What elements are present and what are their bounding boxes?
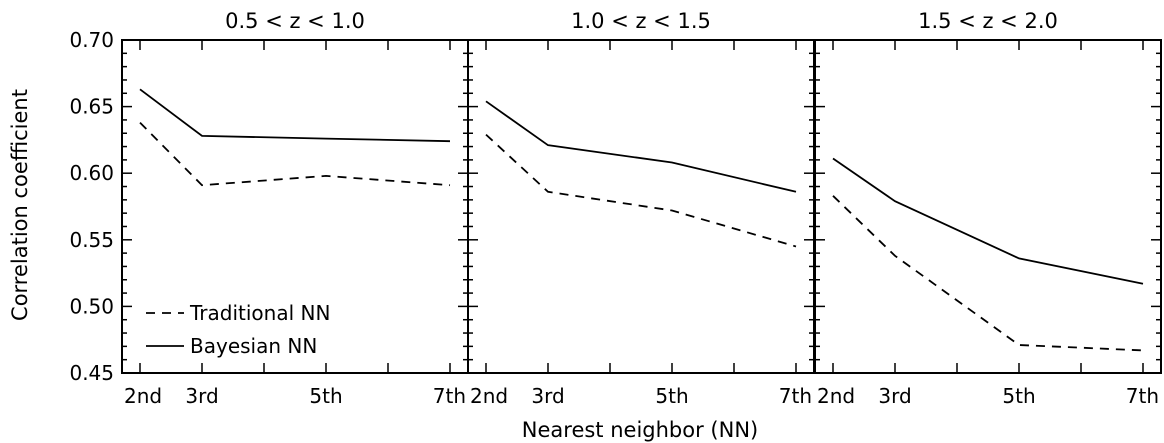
panel-3: 1.5 < z < 2.0 2nd 3rd 5th 7th [814, 9, 1162, 408]
series-line-traditional-nn [832, 195, 1144, 352]
x-tick-label: 3rd [878, 384, 911, 408]
panel-title: 1.0 < z < 1.5 [571, 9, 711, 33]
panel-2: 1.0 < z < 1.5 2nd 3rd 5th 7th [467, 9, 815, 408]
x-tick-label: 2nd [470, 384, 508, 408]
series-line-traditional-nn [485, 133, 797, 248]
series-line-bayesian-nn [832, 157, 1144, 285]
x-tick-label: 5th [1002, 384, 1035, 408]
x-tick-label: 5th [309, 384, 342, 408]
legend-label: Bayesian NN [190, 334, 317, 358]
x-tick-label: 3rd [185, 384, 218, 408]
panel-title: 1.5 < z < 2.0 [918, 9, 1058, 33]
legend: Traditional NN Bayesian NN [146, 301, 330, 358]
y-tick-label: 0.65 [69, 95, 114, 119]
panel-title: 0.5 < z < 1.0 [225, 9, 365, 33]
panel-frame [814, 39, 1162, 374]
y-tick-label: 0.55 [69, 228, 114, 252]
x-axis-label: Nearest neighbor (NN) [522, 418, 758, 442]
y-axis-label: Correlation coefficient [8, 89, 32, 321]
chart-panels: 0.5 < z < 1.0 0.45 0.50 0.55 0.60 0.65 0.70 2nd… [69, 9, 1162, 408]
x-tick-label: 2nd [124, 384, 162, 408]
y-tick-label: 0.50 [69, 294, 114, 318]
y-tick-label: 0.60 [69, 161, 114, 185]
x-tick-label: 7th [779, 384, 812, 408]
y-tick-label: 0.45 [69, 361, 114, 385]
y-tick-label: 0.70 [69, 28, 114, 52]
x-tick-label: 5th [655, 384, 688, 408]
x-tick-label: 7th [1126, 384, 1159, 408]
panel-1: 0.5 < z < 1.0 0.45 0.50 0.55 0.60 0.65 0.70 2nd… [69, 9, 469, 408]
x-tick-label: 2nd [817, 384, 855, 408]
series-line-traditional-nn [139, 121, 451, 187]
x-tick-label: 7th [433, 384, 466, 408]
series-line-bayesian-nn [139, 88, 451, 143]
legend-label: Traditional NN [189, 301, 330, 325]
x-tick-label: 3rd [531, 384, 564, 408]
series-line-bayesian-nn [485, 100, 797, 193]
